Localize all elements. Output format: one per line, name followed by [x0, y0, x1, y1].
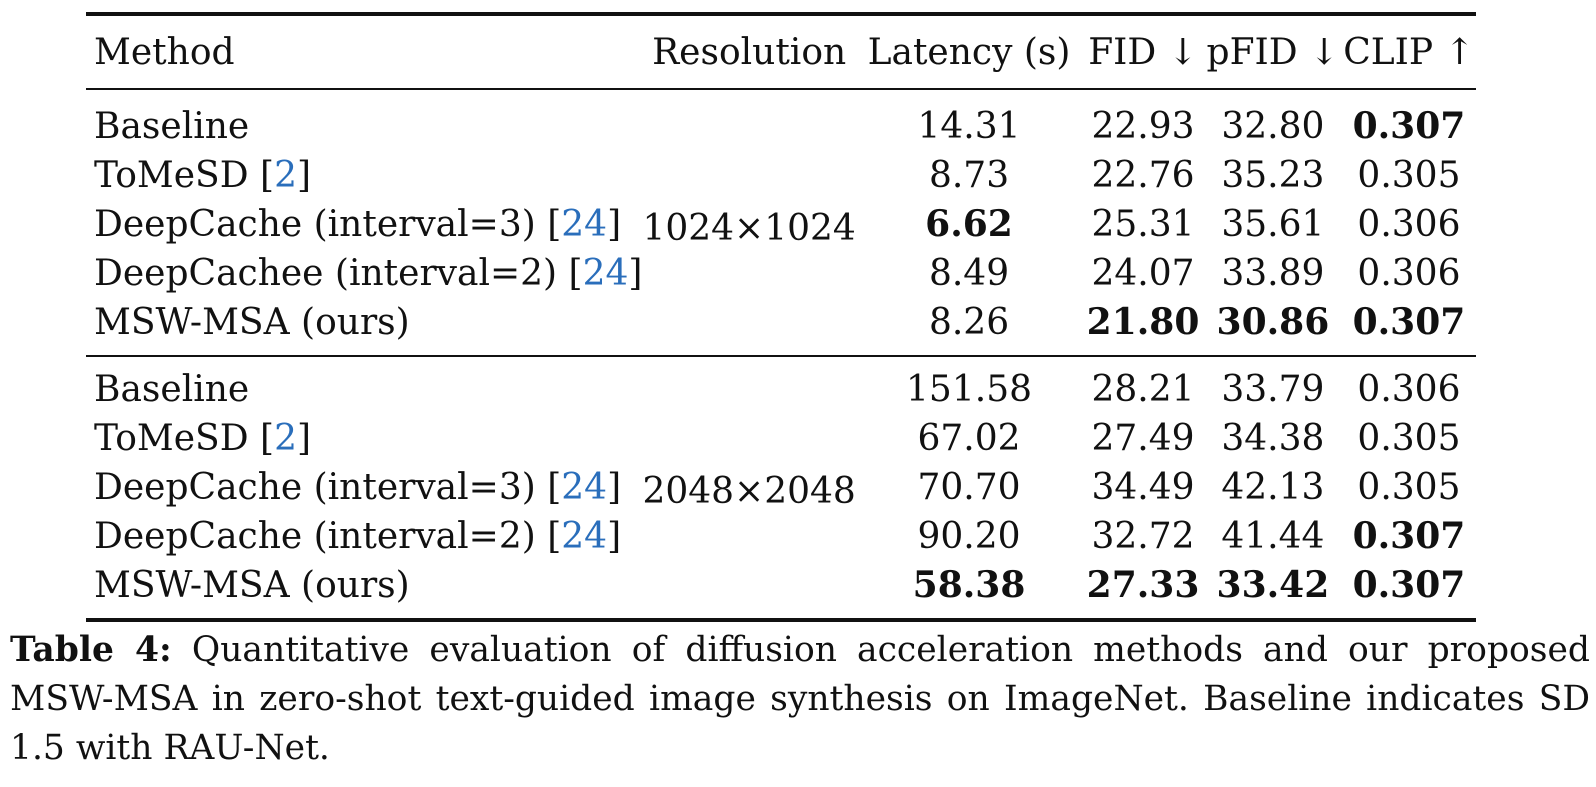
clip-cell: 0.306 [1357, 369, 1461, 410]
table-row: DeepCache (interval=2) [24] 90.20 32.72 … [86, 512, 1476, 561]
fid-cell: 21.80 [1086, 301, 1200, 343]
table-row: Baseline 1024×1024 14.31 22.93 32.80 0.3… [86, 89, 1476, 249]
table-group-1024: Baseline 1024×1024 14.31 22.93 32.80 0.3… [86, 89, 1476, 356]
pfid-cell: 35.61 [1221, 204, 1325, 245]
table-header: Method Resolution Latency (s) FID ↓ pFID… [86, 14, 1476, 89]
method-name: DeepCachee (interval=2) [94, 253, 558, 294]
citation-link[interactable]: 2 [274, 155, 297, 196]
table-row: Baseline 2048×2048 151.58 28.21 33.79 0.… [86, 356, 1476, 512]
header-method: Method [94, 31, 235, 73]
table-row: DeepCache (interval=3) [24] 70.70 34.49 … [86, 463, 1476, 512]
pfid-cell: 33.79 [1221, 369, 1325, 410]
method-name: Baseline [94, 106, 250, 147]
method-name: DeepCache (interval=3) [94, 204, 536, 245]
pfid-cell: 34.38 [1221, 418, 1325, 459]
table-row: DeepCachee (interval=2) [24] 8.49 24.07 … [86, 249, 1476, 298]
clip-cell: 0.306 [1357, 204, 1461, 245]
fid-cell: 22.93 [1091, 106, 1195, 147]
method-name: ToMeSD [94, 155, 249, 196]
method-cell: DeepCachee (interval=2) [24] [94, 253, 643, 294]
results-table: Method Resolution Latency (s) FID ↓ pFID… [86, 12, 1476, 622]
latency-cell: 90.20 [917, 516, 1021, 557]
clip-cell: 0.305 [1357, 418, 1461, 459]
header-fid: FID ↓ [1088, 31, 1198, 73]
citation-link[interactable]: 24 [582, 253, 629, 294]
clip-cell: 0.307 [1352, 515, 1466, 557]
table-row: DeepCache (interval=3) [24] 6.62 25.31 3… [86, 200, 1476, 249]
pfid-cell: 32.80 [1221, 106, 1325, 147]
table-row: ToMeSD [2] 8.73 22.76 35.23 0.305 [86, 151, 1476, 200]
fid-cell: 32.72 [1091, 516, 1195, 557]
latency-cell: 151.58 [906, 369, 1032, 410]
resolution-cell: 1024×1024 [642, 208, 856, 249]
method-cell: Baseline [86, 356, 642, 414]
table-row: ToMeSD [2] 67.02 27.49 34.38 0.305 [86, 414, 1476, 463]
method-cell: DeepCache (interval=2) [24] [94, 516, 622, 557]
method-name: MSW-MSA (ours) [94, 565, 410, 606]
results-table-container: Method Resolution Latency (s) FID ↓ pFID… [86, 12, 1476, 622]
caption-text: Quantitative evaluation of diffusion acc… [10, 630, 1591, 768]
method-cell: ToMeSD [2] [94, 418, 312, 459]
latency-cell: 58.38 [912, 564, 1026, 606]
method-name: MSW-MSA (ours) [94, 302, 410, 343]
pfid-cell: 33.89 [1221, 253, 1325, 294]
header-latency: Latency (s) [867, 31, 1071, 73]
method-name: ToMeSD [94, 418, 249, 459]
method-name: Baseline [94, 369, 250, 410]
fid-cell: 22.76 [1091, 155, 1195, 196]
method-cell: MSW-MSA (ours) [86, 298, 642, 356]
latency-cell: 67.02 [917, 418, 1021, 459]
table-group-2048: Baseline 2048×2048 151.58 28.21 33.79 0.… [86, 356, 1476, 620]
fid-cell: 28.21 [1091, 369, 1195, 410]
pfid-cell: 42.13 [1221, 467, 1325, 508]
fid-cell: 24.07 [1091, 253, 1195, 294]
clip-cell: 0.305 [1357, 467, 1461, 508]
table-row: MSW-MSA (ours) 58.38 27.33 33.42 0.307 [86, 561, 1476, 620]
citation-link[interactable]: 24 [561, 467, 608, 508]
pfid-cell: 35.23 [1221, 155, 1325, 196]
header-clip: CLIP ↑ [1343, 31, 1475, 73]
table-caption: Table 4: Quantitative evaluation of diff… [10, 626, 1590, 773]
latency-cell: 8.73 [928, 155, 1010, 196]
fid-cell: 34.49 [1091, 467, 1195, 508]
header-row: Method Resolution Latency (s) FID ↓ pFID… [86, 14, 1476, 89]
citation-link[interactable]: 24 [561, 204, 608, 245]
fid-cell: 27.33 [1086, 564, 1200, 606]
pfid-cell: 30.86 [1216, 301, 1330, 343]
fid-cell: 27.49 [1091, 418, 1195, 459]
citation-link[interactable]: 2 [274, 418, 297, 459]
method-name: DeepCache (interval=2) [94, 516, 536, 557]
clip-cell: 0.307 [1352, 564, 1466, 606]
method-cell: ToMeSD [2] [94, 155, 312, 196]
method-name: DeepCache (interval=3) [94, 467, 536, 508]
method-cell: DeepCache (interval=3) [24] [94, 467, 622, 508]
method-cell: DeepCache (interval=3) [24] [94, 204, 622, 245]
caption-label: Table 4: [10, 630, 172, 670]
latency-cell: 6.62 [925, 203, 1013, 245]
latency-cell: 8.49 [928, 253, 1010, 294]
method-cell: Baseline [86, 89, 642, 151]
clip-cell: 0.307 [1352, 301, 1466, 343]
header-pfid: pFID ↓ [1206, 31, 1340, 73]
header-resolution: Resolution [652, 31, 847, 73]
clip-cell: 0.307 [1352, 105, 1466, 147]
clip-cell: 0.306 [1357, 253, 1461, 294]
fid-cell: 25.31 [1091, 204, 1195, 245]
pfid-cell: 33.42 [1216, 564, 1330, 606]
method-cell: MSW-MSA (ours) [86, 561, 642, 620]
citation-link[interactable]: 24 [561, 516, 608, 557]
latency-cell: 14.31 [917, 106, 1021, 147]
pfid-cell: 41.44 [1221, 516, 1325, 557]
table-row: MSW-MSA (ours) 8.26 21.80 30.86 0.307 [86, 298, 1476, 356]
latency-cell: 8.26 [928, 302, 1010, 343]
resolution-cell: 2048×2048 [642, 471, 856, 512]
clip-cell: 0.305 [1357, 155, 1461, 196]
latency-cell: 70.70 [917, 467, 1021, 508]
